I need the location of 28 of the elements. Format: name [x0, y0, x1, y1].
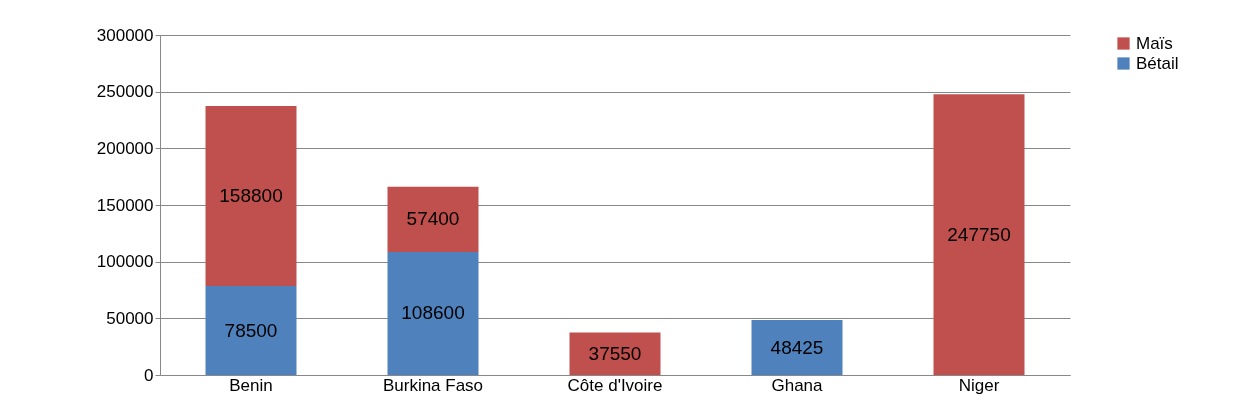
data-label: 57400 [406, 208, 460, 230]
y-tick-label: 50000 [106, 308, 154, 328]
data-label: 247750 [947, 223, 1011, 245]
x-tick-label: Niger [958, 375, 1000, 395]
bar [205, 106, 297, 287]
y-tick-label: 100000 [96, 252, 154, 272]
bar [387, 251, 479, 375]
bar [387, 186, 479, 252]
x-tick-label: Burkina Faso [382, 375, 484, 395]
data-label: 158800 [219, 185, 283, 207]
bar [933, 94, 1025, 375]
data-label: 48425 [770, 336, 824, 358]
y-tick-label: 150000 [96, 195, 154, 215]
data-label: 37550 [588, 342, 642, 364]
y-tick-label: 0 [144, 365, 154, 385]
legend-label: Bétail [1136, 53, 1179, 73]
y-tick-label: 250000 [96, 82, 154, 102]
data-label: 108600 [401, 302, 465, 324]
bar [205, 286, 297, 375]
bar [569, 332, 661, 375]
x-tick-label: Ghana [771, 375, 824, 395]
legend-label: Maïs [1136, 33, 1173, 53]
y-tick-label: 200000 [96, 138, 154, 158]
x-tick-label: Côte d'Ivoire [567, 375, 663, 395]
x-tick-label: Benin [229, 375, 273, 395]
data-label: 78500 [224, 319, 278, 341]
y-tick-label: 300000 [96, 25, 154, 45]
bar [751, 320, 843, 375]
